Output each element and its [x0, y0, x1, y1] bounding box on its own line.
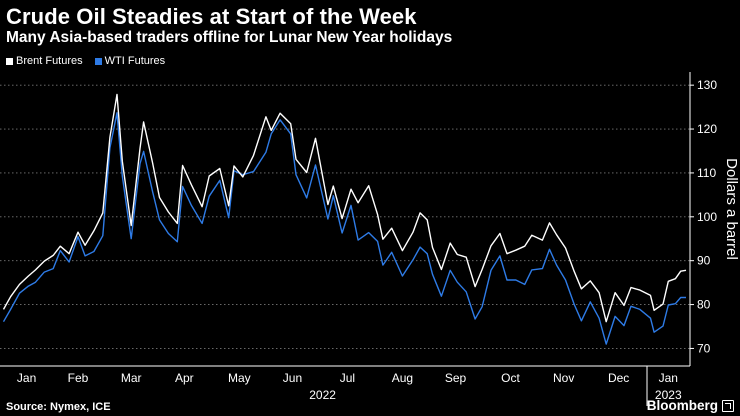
axis-labels: 70 80 90 100 110 120 130 Dollars a barrel Jan Feb… [17, 78, 740, 402]
source-note: Source: Nymex, ICE [6, 401, 111, 413]
legend-swatch-brent [6, 57, 13, 65]
x-tick-label-8: Sep [445, 371, 467, 385]
y-tick-label-110: 110 [697, 166, 716, 180]
y-axis-title: Dollars a barrel [723, 158, 740, 260]
y-tick-label-120: 120 [697, 122, 717, 136]
legend-label-wti: WTI Futures [104, 55, 166, 67]
chart-title: Crude Oil Steadies at Start of the Week [6, 4, 417, 29]
y-tick-label-130: 130 [697, 78, 717, 92]
y-tick-label-70: 70 [697, 341, 711, 355]
y-tick-label-90: 90 [697, 254, 711, 268]
axes [0, 72, 694, 406]
brand-logo-text: Bloomberg [646, 398, 718, 413]
x-tick-label-0: Jan [17, 371, 36, 385]
legend-swatch-wti [94, 57, 102, 65]
x-tick-label-9: Oct [501, 371, 520, 385]
x-tick-label-6: Jul [340, 371, 355, 385]
legend-item-wti: WTI Futures [94, 55, 166, 67]
y-tick-label-100: 100 [697, 210, 717, 224]
legend-label-brent: Brent Futures [16, 55, 83, 67]
chart-subtitle: Many Asia-based traders offline for Luna… [6, 29, 453, 46]
x-tick-label-12: Jan [659, 371, 678, 385]
legend-item-brent: Brent Futures [6, 55, 83, 67]
legend: Brent Futures WTI Futures [6, 55, 165, 67]
x-tick-label-4: May [228, 371, 251, 385]
brand-terminal-icon [722, 400, 734, 412]
year-label-2022: 2022 [309, 388, 336, 402]
year-label-2023: 2023 [655, 388, 682, 402]
x-tick-label-3: Apr [175, 371, 194, 385]
series [2, 93, 687, 345]
gridlines [0, 84, 690, 349]
series-line-wti [2, 112, 686, 345]
x-tick-label-5: Jun [283, 371, 302, 385]
y-tick-label-80: 80 [697, 298, 711, 312]
x-tick-label-2: Mar [121, 371, 142, 385]
x-tick-label-1: Feb [68, 371, 89, 385]
x-tick-label-11: Dec [608, 371, 629, 385]
x-tick-label-7: Aug [392, 371, 413, 385]
series-line-brent [2, 93, 687, 323]
x-tick-label-10: Nov [553, 371, 574, 385]
